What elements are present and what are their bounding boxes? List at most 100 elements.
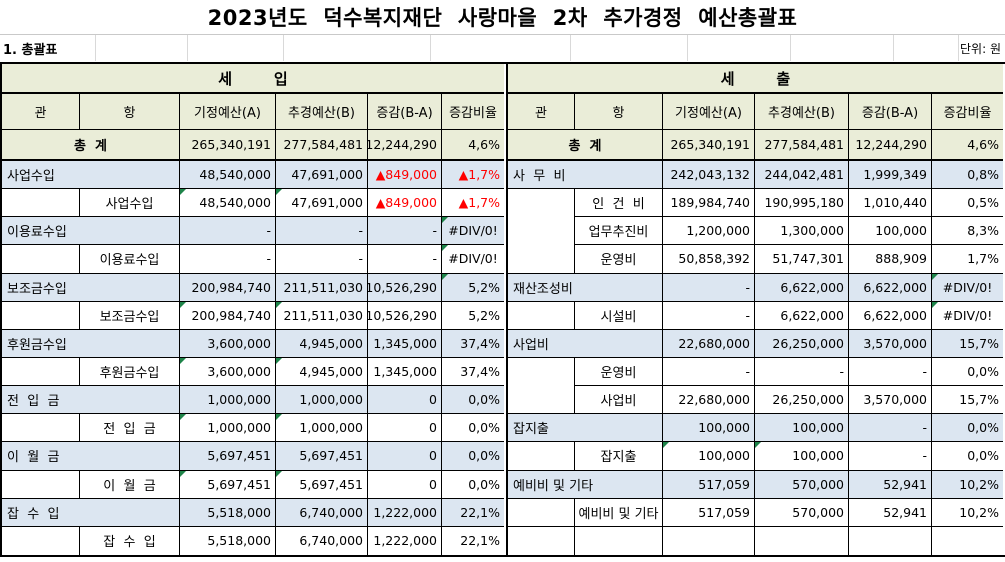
cell-gwan-empty[interactable]	[2, 189, 80, 218]
cell-gwan-empty[interactable]	[2, 357, 80, 387]
cell-gwan-empty[interactable]	[508, 442, 575, 471]
cell-hang-empty[interactable]	[575, 526, 663, 555]
cell-budget-b[interactable]: 100,000	[755, 414, 849, 443]
cell-hang[interactable]: 사업비	[575, 386, 663, 415]
cell-budget-b[interactable]	[755, 526, 849, 555]
cell-budget-b[interactable]: -	[755, 357, 849, 387]
cell-budget-a[interactable]: 48,540,000	[180, 189, 276, 218]
cell-diff[interactable]: 10,526,290	[368, 301, 442, 330]
cell-gwan[interactable]: 후원금수입	[2, 329, 180, 358]
cell-diff[interactable]: 52,941	[849, 498, 932, 527]
cell-rate[interactable]: 0,0%	[932, 414, 1003, 443]
cell-diff[interactable]: 1,222,000	[368, 498, 442, 527]
cell-budget-a[interactable]: -	[180, 245, 276, 274]
cell-diff[interactable]: 12,244,290	[368, 130, 442, 161]
cell-rate[interactable]: 8,3%	[932, 217, 1003, 246]
cell-diff[interactable]: 6,622,000	[849, 301, 932, 330]
cell-diff[interactable]: -	[849, 442, 932, 471]
cell-diff[interactable]: 1,010,440	[849, 189, 932, 218]
cell-budget-b[interactable]: 6,622,000	[755, 273, 849, 302]
cell-diff[interactable]: 1,999,349	[849, 161, 932, 190]
cell-diff[interactable]: 6,622,000	[849, 273, 932, 302]
cell-budget-b[interactable]: 570,000	[755, 470, 849, 499]
cell-diff[interactable]: 0	[368, 470, 442, 499]
cell-rate[interactable]: 22,1%	[442, 527, 504, 555]
cell-budget-b[interactable]: 4,945,000	[276, 357, 368, 387]
cell-diff[interactable]: ▲849,000	[368, 161, 442, 190]
column-header[interactable]: 기정예산(A)	[663, 94, 755, 130]
cell-rate[interactable]: #DIV/0!	[932, 273, 1003, 302]
cell-diff[interactable]: 888,909	[849, 245, 932, 274]
section-label[interactable]: 세 출	[508, 64, 1003, 94]
cell-budget-a[interactable]: 189,984,740	[663, 189, 755, 218]
cell-gwan[interactable]: 전 입 금	[2, 386, 180, 415]
column-header[interactable]: 관	[508, 94, 575, 130]
cell-hang[interactable]: 잡지출	[575, 442, 663, 471]
cell-budget-a[interactable]: 3,600,000	[180, 357, 276, 387]
cell-rate[interactable]: 1,7%	[932, 245, 1003, 274]
column-header[interactable]: 증감(B-A)	[368, 94, 442, 130]
cell-rate[interactable]: #DIV/0!	[442, 245, 504, 274]
cell-budget-b[interactable]: 570,000	[755, 498, 849, 527]
cell-diff[interactable]: 3,570,000	[849, 386, 932, 415]
cell-budget-a[interactable]	[663, 526, 755, 555]
cell-hang[interactable]: 후원금수입	[80, 357, 180, 387]
cell-hang[interactable]: 운영비	[575, 245, 663, 274]
cell-budget-a[interactable]: 50,858,392	[663, 245, 755, 274]
cell-budget-b[interactable]: 6,740,000	[276, 526, 368, 555]
cell-budget-a[interactable]: 242,043,132	[663, 161, 755, 190]
cell-budget-b[interactable]: -	[276, 245, 368, 274]
cell-gwan-empty[interactable]	[2, 470, 80, 499]
cell-gwan-empty[interactable]	[508, 301, 575, 330]
cell-budget-a[interactable]: 100,000	[663, 442, 755, 471]
cell-diff[interactable]: -	[849, 357, 932, 387]
cell-rate[interactable]: 5,2%	[442, 273, 504, 302]
cell-hang[interactable]: 이용료수입	[80, 245, 180, 274]
cell-hang[interactable]: 운영비	[575, 357, 663, 387]
cell-diff[interactable]: 0	[368, 414, 442, 443]
cell-budget-a[interactable]: 1,200,000	[663, 217, 755, 246]
cell-budget-a[interactable]: 5,518,000	[180, 498, 276, 527]
cell-rate[interactable]: 37,4%	[442, 358, 504, 387]
cell-rate[interactable]: 22,1%	[442, 498, 504, 527]
cell-rate[interactable]: 0,0%	[932, 358, 1003, 387]
cell-budget-b[interactable]: 1,300,000	[755, 217, 849, 246]
cell-gwan[interactable]: 사업수입	[2, 161, 180, 190]
cell-budget-b[interactable]: 1,000,000	[276, 414, 368, 443]
column-header[interactable]: 증감비율	[932, 94, 1003, 130]
column-header[interactable]: 기정예산(A)	[180, 94, 276, 130]
cell-rate[interactable]: 0,0%	[442, 442, 504, 471]
cell-budget-b[interactable]: 26,250,000	[755, 386, 849, 415]
cell-budget-b[interactable]: 51,747,301	[755, 245, 849, 274]
cell-budget-a[interactable]: 48,540,000	[180, 161, 276, 190]
cell-diff[interactable]: 0	[368, 386, 442, 415]
cell-gwan-empty[interactable]	[2, 414, 80, 443]
cell-rate[interactable]: 10,2%	[932, 470, 1003, 499]
column-header[interactable]: 증감(B-A)	[849, 94, 932, 130]
cell-rate[interactable]: 0,5%	[932, 189, 1003, 218]
section-label[interactable]: 세 입	[2, 64, 504, 94]
cell-budget-a[interactable]: 100,000	[663, 414, 755, 443]
cell-budget-a[interactable]: -	[663, 273, 755, 302]
cell-budget-a[interactable]: 5,518,000	[180, 526, 276, 555]
cell-diff[interactable]: -	[368, 245, 442, 274]
cell-rate[interactable]: 10,2%	[932, 499, 1003, 527]
cell-gwan-empty[interactable]	[2, 245, 80, 274]
cell-budget-a[interactable]: 265,340,191	[663, 130, 755, 161]
cell-rate[interactable]: 0,0%	[442, 471, 504, 499]
cell-diff[interactable]: 1,222,000	[368, 526, 442, 555]
cell-rate[interactable]: 15,7%	[932, 386, 1003, 415]
cell-budget-b[interactable]: 26,250,000	[755, 329, 849, 358]
cell-hang[interactable]: 사업수입	[80, 189, 180, 218]
cell-budget-b[interactable]: 6,740,000	[276, 498, 368, 527]
cell-hang[interactable]: 보조금수입	[80, 301, 180, 330]
cell-budget-b[interactable]: 5,697,451	[276, 442, 368, 471]
cell-rate[interactable]	[932, 527, 1003, 555]
cell-budget-b[interactable]: 100,000	[755, 442, 849, 471]
cell-rate[interactable]: 15,7%	[932, 329, 1003, 358]
cell-budget-a[interactable]: 22,680,000	[663, 329, 755, 358]
cell-rate[interactable]: 37,4%	[442, 329, 504, 358]
cell-gwan[interactable]: 잡 수 입	[2, 498, 180, 527]
cell-diff[interactable]: -	[849, 414, 932, 443]
total-label[interactable]: 총 계	[2, 130, 180, 161]
